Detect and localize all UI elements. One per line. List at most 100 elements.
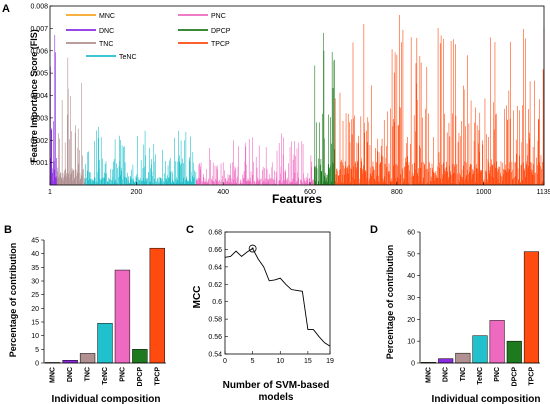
panel-c-y-tick-label: 0.62 [208, 282, 222, 289]
panel-a-x-tick-label: 600 [304, 189, 316, 196]
panel-c-x-tick-label: 5 [251, 358, 255, 365]
panel-d-y-tick-label: 20 [407, 317, 415, 324]
panel-b-bar-tenc [97, 323, 113, 364]
legend-label-dpcp: DPCP [211, 28, 231, 35]
panel-a-x-tick-label: 400 [217, 189, 229, 196]
panel-c-x-axis-label-line1: Number of SVM-based [223, 380, 330, 391]
panel-b-bar-dpcp [132, 349, 148, 364]
panel-c-x-tick-label: 0 [223, 358, 227, 365]
panel-d-category-label: TeNC [477, 367, 484, 385]
panel-d-bar-tpcp [523, 251, 539, 364]
legend-label-mnc: MNC [99, 13, 115, 20]
panel-b-category-label: DPCP [137, 367, 144, 387]
panel-a-y-tick-label: 0.003 [30, 115, 48, 122]
panel-d-category-label: TNC [460, 367, 467, 381]
panel-b-y-tick-label: 25 [31, 292, 39, 299]
panel-b-axes: 0 5 10 15 20 25 30 35 40 45 [31, 238, 166, 368]
panel-c-best-point-center [251, 247, 254, 250]
panel-letter-c: C [186, 224, 194, 236]
panel-a-legend: MNC PNC DNC DPCP TNC TPCP TeNC [66, 13, 231, 61]
panel-b-category-label: TNC [85, 367, 92, 381]
panel-b-bar-pnc [114, 269, 131, 364]
panel-a-y-tick-label: 0.005 [30, 71, 48, 78]
panel-a-y-axis-label: Feature Importance Score (FIS) [29, 29, 39, 163]
panel-a-y-tick-label: 0.001 [30, 160, 48, 167]
panel-a-x-tick-label: 200 [131, 189, 143, 196]
panel-d-category-label: TPCP [528, 367, 535, 386]
panel-b-bar-dnc [62, 360, 78, 364]
panel-c-y-tick-label: 0.68 [208, 230, 222, 237]
legend-label-tpcp: TPCP [211, 41, 230, 48]
panel-d-y-tick-label: 0 [411, 361, 415, 368]
panel-c-y-tick-label: 0.6 [212, 299, 222, 306]
panel-d-bar-tnc [455, 352, 471, 364]
panel-b-y-tick-label: 20 [31, 306, 39, 313]
panel-c-axes: 0.54 0.56 0.58 0.6 0.62 0.64 0.66 0.68 0 5 10 15 19 [208, 230, 334, 366]
panel-a-y-tick-label: 0.007 [30, 26, 48, 33]
legend-label-pnc: PNC [211, 13, 226, 20]
panel-c-x-tick-label: 15 [304, 358, 312, 365]
panel-a-x-tick-label: 1000 [476, 189, 492, 196]
panel-a-feature-importance: 1 200 400 600 800 1000 1139 0.001 0.002 0.003 0.00… [29, 4, 550, 207]
panel-b-y-tick-label: 30 [31, 279, 39, 286]
panel-c-y-tick-label: 0.66 [208, 247, 222, 254]
panel-a-y-tick-label: 0.004 [30, 93, 48, 100]
panel-b-y-tick-label: 40 [31, 251, 39, 258]
panel-d-x-axis-label: Individual composition [432, 394, 541, 404]
panel-a-y-tick-label: 0.006 [30, 48, 48, 55]
panel-d-category-label: MNC [426, 367, 433, 383]
legend-label-tnc: TNC [99, 41, 113, 48]
panel-a-x-tick-label: 1139 [536, 189, 550, 196]
panel-c-y-tick-label: 0.56 [208, 334, 222, 341]
panel-a-y-tick-label: 0.008 [30, 4, 48, 11]
panel-d-y-tick-label: 40 [407, 273, 415, 280]
panel-b-category-label: PNC [119, 367, 126, 382]
panel-c-y-tick-label: 0.64 [208, 264, 222, 271]
panel-a-bars [49, 14, 545, 185]
panel-b-y-tick-label: 45 [31, 238, 39, 245]
panel-d-y-tick-label: 30 [407, 295, 415, 302]
panel-letter-d: D [370, 224, 378, 236]
panel-c-y-tick-label: 0.54 [208, 352, 222, 359]
panel-c-best-point [248, 244, 257, 253]
panel-c-x-tick-label: 19 [326, 358, 334, 365]
panel-letter-a: A [2, 3, 10, 15]
panel-b-y-axis-label: Percentage of contribution [8, 243, 18, 358]
panel-d-bar-dnc [438, 358, 454, 364]
panel-d-axes: 0 10 20 30 40 50 60 [407, 230, 540, 368]
panel-b-y-tick-label: 15 [31, 320, 39, 327]
panel-b-bar-tnc [79, 353, 96, 364]
legend-label-tenc: TeNC [119, 54, 137, 61]
panel-d-category-label: DPCP [511, 367, 518, 387]
panel-d-bar-tenc [472, 335, 488, 364]
panel-d-bars: MNC DNC TNC TeNC PNC DPCP TPCP [421, 251, 539, 387]
panel-c-x-tick-label: 10 [276, 358, 284, 365]
panel-b-bars: MNC DNC TNC TeNC PNC DPCP TPCP [45, 247, 165, 387]
panel-letter-b: B [4, 224, 12, 236]
panel-c-x-axis-label-line2: models [258, 392, 293, 403]
panel-a-x-axis-label: Features [272, 192, 322, 206]
panel-b-category-label: MNC [50, 367, 57, 383]
panel-b-y-tick-label: 35 [31, 265, 39, 272]
panel-c-y-axis-label: MCC [192, 286, 203, 309]
panel-d-y-axis-label: Percentage of contribution [385, 245, 395, 360]
panel-d-category-label: DNC [443, 367, 450, 382]
panel-d-bar-pnc [489, 320, 505, 364]
panel-b-category-label: TPCP [154, 367, 161, 386]
panel-d-y-tick-label: 10 [407, 339, 415, 346]
panel-d-contribution: MNC DNC TNC TeNC PNC DPCP TPCP 0 10 20 30 40 50 60 I… [385, 230, 540, 404]
panel-b-y-tick-label: 5 [35, 347, 39, 354]
panel-d-y-tick-label: 50 [407, 251, 415, 258]
panel-c-y-tick-label: 0.58 [208, 317, 222, 324]
panel-a-x-tick-label: 1 [48, 189, 52, 196]
panel-d-bar-dpcp [506, 340, 522, 364]
panel-b-bar-tpcp [149, 247, 165, 364]
panel-c-mcc: 0.540.560.580.60.620.640.660.680 5 10 15 19 … [192, 230, 334, 404]
panel-b-y-tick-label: 0 [35, 361, 39, 368]
panel-b-category-label: DNC [67, 367, 74, 382]
panel-c-frame [224, 231, 331, 355]
panel-d-y-tick-label: 60 [407, 230, 415, 237]
panel-a-ticks: 1 200 400 600 800 1000 1139 0.001 0.002 0.003 0.00… [30, 4, 550, 197]
panel-a-x-tick-label: 800 [391, 189, 403, 196]
